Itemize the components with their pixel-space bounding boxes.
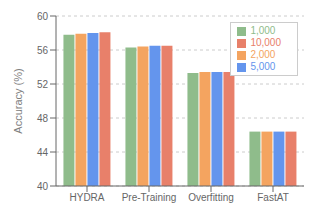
html-text:2,000: 2,000 (250, 49, 276, 60)
html-text:10,000: 10,000 (250, 37, 281, 48)
svg-text:Pre-Training: Pre-Training (122, 192, 177, 203)
svg-text:44: 44 (37, 147, 49, 158)
svg-text:56: 56 (37, 45, 49, 56)
svg-text:60: 60 (37, 11, 49, 22)
svg-text:52: 52 (37, 79, 49, 90)
svg-text:Overfitting: Overfitting (188, 192, 234, 203)
svg-text:40: 40 (37, 181, 49, 192)
html-text:1,000: 1,000 (250, 25, 276, 36)
svg-text:Accuracy (%): Accuracy (%) (12, 68, 24, 133)
svg-text:FastAT: FastAT (257, 192, 288, 203)
svg-text:HYDRA: HYDRA (69, 192, 104, 203)
html-text:5,000: 5,000 (250, 61, 276, 72)
svg-text:48: 48 (37, 113, 49, 124)
